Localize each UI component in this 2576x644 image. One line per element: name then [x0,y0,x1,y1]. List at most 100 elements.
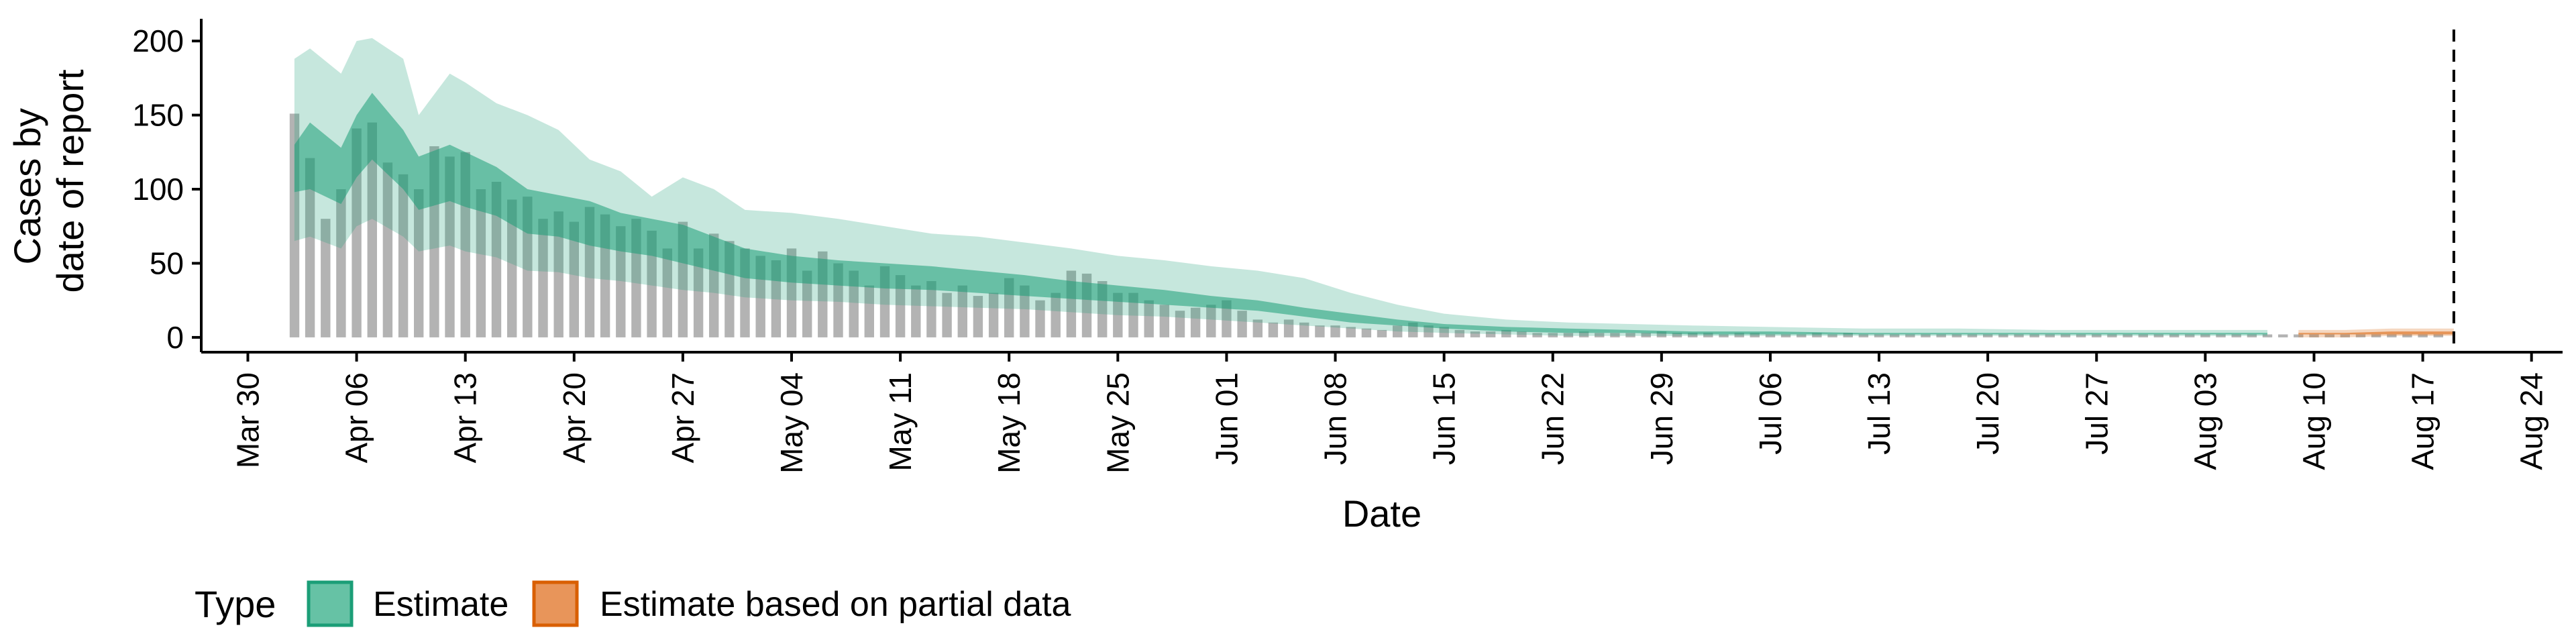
x-tick-label: Jun 29 [1644,372,1679,465]
case-bar [553,211,564,337]
x-tick-label: Jul 27 [2079,372,2114,455]
case-bar [1625,333,1635,337]
y-tick-label: 100 [132,172,184,207]
case-bar [1578,331,1589,337]
case-bar [647,230,657,337]
case-bar [2324,334,2334,337]
case-bar [957,285,967,337]
case-bar [414,189,424,337]
legend-label-partial: Estimate based on partial data [600,585,1071,624]
x-tick-label: Apr 20 [557,372,592,464]
y-tick-label: 150 [132,98,184,133]
case-bar [2294,334,2304,337]
legend-title: Type [195,583,276,625]
case-bar [1237,311,1247,337]
case-bar [1020,285,1030,337]
case-bar [1517,331,1527,337]
case-bar [1703,333,1713,337]
case-bar [988,292,999,337]
case-bar [367,122,377,337]
case-bar [1454,329,1464,337]
y-axis-title: Cases by date of report [6,69,91,293]
case-bar [491,182,502,337]
case-bar [1361,328,1372,337]
legend-label-estimate: Estimate [373,585,508,624]
x-axis-title: Date [1342,492,1421,535]
case-bar [1951,334,1962,337]
case-bar [1113,292,1123,337]
x-tick-label: Aug 24 [2514,372,2549,470]
case-bar [942,292,952,337]
case-bar [1874,334,1884,337]
case-bar [1128,292,1138,337]
case-bar [1734,333,1744,337]
estimate-bands [294,38,2454,337]
case-bar [1967,334,1978,337]
case-bar [1890,334,1900,337]
x-tick-label: Apr 27 [665,372,700,464]
legend-key-estimate [307,580,354,627]
case-bar [1222,300,1232,337]
case-bar [1424,325,1434,337]
case-bar [1983,334,1993,337]
x-tick-label: May 18 [991,372,1026,474]
case-bar [2418,334,2428,337]
case-bar [321,219,331,337]
x-tick-label: Aug 17 [2406,372,2440,470]
y-tick-label: 0 [166,320,184,355]
case-bar [662,248,672,337]
case-bar [2138,334,2148,337]
case-bar [1035,300,1045,337]
x-tick-label: Jul 13 [1862,372,1896,455]
y-axis-title-line-1: Cases by [6,108,48,264]
case-bar [2200,334,2210,337]
case-bar [1656,331,1667,337]
case-bar [1330,325,1340,337]
case-bar [849,270,859,337]
case-bar [1252,319,1263,337]
case-bar [398,174,409,337]
x-tick-label: Aug 10 [2297,372,2332,470]
case-bar [1750,333,1760,337]
x-tick-label: Jun 01 [1209,372,1244,465]
case-bar [1563,333,1574,337]
case-bar [1299,322,1309,337]
case-bar [2123,334,2133,337]
case-bar [864,285,874,337]
case-bar [1719,334,1729,337]
x-tick-label: May 04 [774,372,809,474]
case-bar [1858,334,1869,337]
case-bar [569,221,579,337]
case-bar [1532,333,1542,337]
case-bar [1501,329,1511,337]
case-bar [2060,334,2071,337]
case-bar [1672,333,1682,337]
case-bar [1936,334,1946,337]
case-bar [1812,333,1822,337]
x-tick-label: Jun 15 [1427,372,1462,465]
case-bar [895,275,906,337]
case-bar [2092,334,2102,337]
x-tick-label: Apr 06 [339,372,374,464]
case-bar [507,199,517,337]
case-bar [1641,333,1651,337]
x-tick-label: Jul 20 [1970,372,2005,455]
case-bar [1921,334,1931,337]
case-bar [1439,327,1449,337]
case-bar [1796,334,1807,337]
reported-cases-bars [289,113,2443,337]
y-tick-label: 50 [150,246,184,280]
legend-key-partial [532,580,579,627]
case-bar [2402,334,2412,337]
partial-inner-band [2298,331,2454,335]
case-bar [336,189,346,337]
case-bar [2247,334,2257,337]
x-tick-label: Apr 13 [448,372,483,464]
case-bar [2355,334,2366,337]
y-axis-title-line-2: date of report [49,69,91,293]
case-bar [2278,334,2288,337]
case-bar [2433,334,2443,337]
case-bar [1905,334,1915,337]
x-tick-label: Jun 22 [1536,372,1570,465]
